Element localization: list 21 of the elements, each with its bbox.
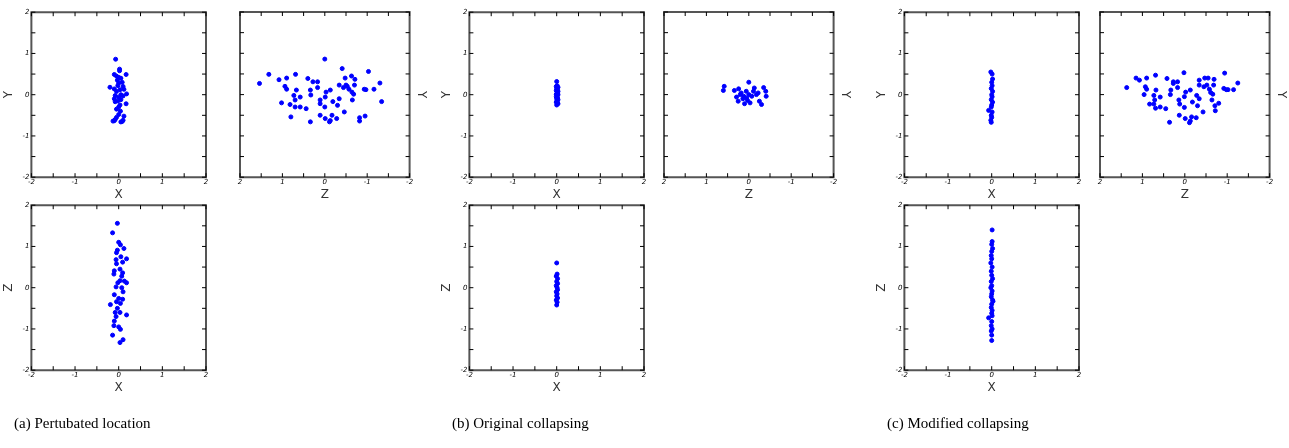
text: (b) Original collapsing [452, 415, 589, 432]
y-axis-title: Y [439, 90, 454, 100]
x-axis-title: Z [1180, 186, 1189, 201]
x-axis-title: X [987, 379, 996, 394]
text: (a) Pertubated location [14, 415, 151, 432]
y-axis-title: Y [838, 89, 853, 99]
x-axis-title: X [987, 186, 996, 201]
x-axis-title: X [552, 186, 561, 201]
x-axis-title: X [552, 379, 561, 394]
x-axis-title: Z [320, 186, 329, 201]
y-axis-title: Z [1, 283, 16, 292]
y-axis-title: Y [874, 90, 889, 100]
text: (c) Modified collapsing [887, 415, 1029, 432]
x-axis-title: Z [744, 186, 753, 201]
y-axis-title: Y [414, 89, 429, 99]
y-axis-title: Z [439, 283, 454, 292]
x-axis-title: X [114, 186, 123, 201]
x-axis-title: X [114, 379, 123, 394]
y-axis-title: Z [874, 283, 889, 292]
y-axis-title: Y [1274, 89, 1289, 99]
y-axis-title: Y [1, 90, 16, 100]
